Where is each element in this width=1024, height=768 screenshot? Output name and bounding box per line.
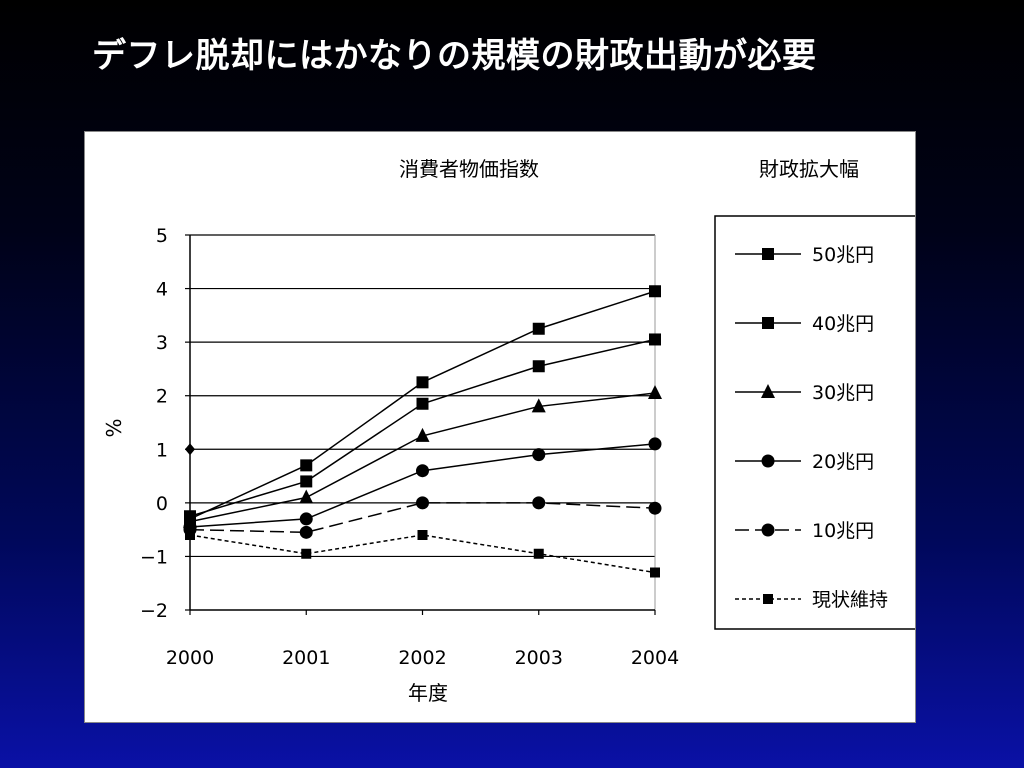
y-tick-label: 4 [156, 279, 168, 301]
legend-label: 20兆円 [812, 451, 874, 473]
legend-title: 財政拡大幅 [759, 157, 859, 181]
series-line [189, 502, 656, 534]
marker-circle [532, 448, 546, 462]
marker-circle [648, 437, 662, 451]
marker-circle [299, 512, 313, 526]
marker-diamond [185, 443, 195, 456]
legend-item-1: 50兆円 [735, 244, 874, 266]
x-tick-label: 2002 [398, 647, 446, 669]
x-tick-label: 2001 [282, 647, 330, 669]
x-tick-label: 2004 [631, 647, 679, 669]
marker-square [532, 322, 545, 335]
y-tick-label: 2 [156, 386, 168, 408]
legend-item-4: 20兆円 [735, 451, 874, 473]
marker-square [185, 530, 195, 540]
slide-title: デフレ脱却にはかなりの規模の財政出動が必要 [92, 36, 817, 76]
series-line [189, 534, 656, 574]
marker-circle [416, 496, 429, 510]
marker-triangle [761, 384, 775, 398]
marker-circle [416, 464, 429, 478]
legend-item-2: 40兆円 [735, 313, 874, 335]
series-line [189, 338, 656, 517]
marker-square [649, 333, 661, 346]
marker-square [650, 567, 660, 578]
marker-triangle [415, 427, 430, 442]
legend-item-3: 30兆円 [735, 382, 874, 404]
marker-square [300, 475, 313, 488]
marker-triangle [299, 489, 314, 504]
marker-triangle [648, 385, 662, 400]
marker-square [762, 317, 774, 329]
legend-label: 現状維持 [812, 589, 888, 611]
x-axis-label: 年度 [408, 681, 448, 705]
marker-square [533, 548, 544, 559]
series-3 [183, 385, 662, 528]
y-tick-label: 5 [156, 225, 168, 247]
marker-square [649, 285, 661, 298]
marker-square [417, 530, 428, 540]
marker-circle [761, 454, 775, 468]
x-tick-label: 2003 [515, 647, 563, 669]
line-chart: 消費者物価指数 財政拡大幅 % 年度 5 4 3 2 1 0 −1 −2 2000 2001 200… [102, 157, 915, 705]
series-5 [183, 496, 662, 539]
marker-square [416, 397, 429, 410]
marker-circle [648, 501, 662, 515]
y-tick-label: 3 [156, 332, 168, 354]
marker-square [763, 594, 773, 604]
marker-circle [532, 496, 546, 510]
y-tick-label: −2 [140, 600, 168, 622]
marker-circle [299, 525, 313, 539]
y-axis-label: % [102, 418, 126, 437]
y-tick-label: −1 [140, 546, 168, 568]
y-tick-label: 1 [156, 439, 168, 461]
marker-square [762, 248, 774, 260]
legend-label: 40兆円 [812, 313, 874, 335]
legend-item-5: 10兆円 [735, 520, 874, 542]
legend-label: 10兆円 [812, 520, 874, 542]
legend-box [714, 215, 915, 630]
marker-circle [761, 523, 775, 537]
tick-labels: 5 4 3 2 1 0 −1 −2 2000 2001 2002 2003 2004 [140, 225, 679, 669]
marker-square [301, 548, 312, 559]
marker-triangle [531, 398, 546, 413]
marker-square [300, 459, 313, 472]
y-tick-label: 0 [156, 493, 168, 515]
series-4 [183, 437, 662, 534]
chart-title: 消費者物価指数 [399, 157, 539, 181]
marker-square [532, 360, 545, 373]
series-line [189, 443, 656, 528]
series-2 [184, 333, 661, 523]
axes [185, 234, 656, 615]
marker-square [416, 376, 429, 389]
legend-label: 30兆円 [812, 382, 874, 404]
gridlines [190, 234, 656, 610]
legend-label: 50兆円 [812, 244, 874, 266]
chart-panel: 消費者物価指数 財政拡大幅 % 年度 5 4 3 2 1 0 −1 −2 2000 2001 200… [84, 131, 916, 723]
series-lines [183, 285, 662, 578]
x-tick-label: 2000 [166, 647, 214, 669]
series-6 [185, 530, 660, 578]
legend-item-6: 現状維持 [735, 589, 888, 611]
